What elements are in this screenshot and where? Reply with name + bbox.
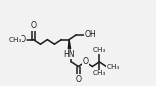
Text: O: O: [82, 57, 88, 66]
Text: HN: HN: [63, 50, 75, 59]
Polygon shape: [68, 40, 71, 49]
Text: O: O: [20, 35, 26, 44]
Text: O: O: [75, 75, 81, 84]
Text: OH: OH: [85, 30, 96, 39]
Text: CH₃: CH₃: [93, 47, 106, 53]
Text: CH₃: CH₃: [8, 37, 22, 43]
Text: CH₃: CH₃: [107, 64, 120, 69]
Text: CH₃: CH₃: [93, 70, 106, 76]
Text: O: O: [30, 21, 37, 30]
